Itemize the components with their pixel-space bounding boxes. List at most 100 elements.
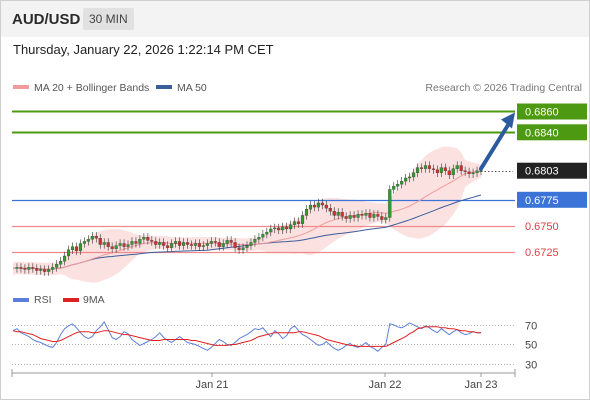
candle: [285, 226, 289, 230]
candle: [78, 243, 82, 251]
resistance-label-box-0.6860: [517, 103, 587, 120]
candle: [181, 242, 186, 246]
candle: [213, 241, 217, 243]
rsi-legend-label: RSI: [34, 294, 52, 306]
candle: [229, 240, 233, 243]
candle: [372, 214, 376, 218]
candle: [122, 243, 126, 247]
candle: [237, 247, 241, 250]
rsi-ma-legend-swatch: [63, 298, 79, 302]
candle: [59, 261, 63, 265]
candle: [142, 237, 146, 240]
candle: [439, 167, 443, 173]
candle: [193, 243, 197, 246]
candle: [257, 237, 261, 240]
candle: [360, 214, 364, 216]
rsi-ma-line: [12, 326, 481, 347]
candle: [443, 167, 447, 171]
candle: [419, 167, 424, 169]
forecast-arrow-head: [501, 112, 515, 129]
candle: [471, 172, 475, 174]
candle: [134, 241, 138, 244]
pivot-label-box-0.6775: [517, 191, 587, 208]
candle: [225, 240, 229, 244]
candle: [51, 267, 55, 270]
candle: [43, 269, 47, 272]
candle: [94, 236, 98, 239]
pivot-label-0.6775: 0.6775: [525, 195, 559, 207]
rsi-legend-swatch: [13, 298, 29, 302]
candle: [233, 242, 237, 248]
candle: [455, 165, 459, 169]
candle: [114, 245, 118, 249]
candle: [269, 228, 273, 233]
candle: [35, 268, 39, 271]
candle: [162, 242, 166, 246]
candle: [356, 214, 360, 218]
timestamp: Thursday, January 22, 2026 1:22:14 PM CE…: [13, 42, 274, 57]
candle: [412, 172, 416, 178]
candle: [158, 242, 162, 245]
timeframe-button[interactable]: 30 MIN: [83, 8, 134, 30]
rsi-ma-legend-label: 9MA: [83, 294, 105, 306]
candle: [467, 171, 471, 174]
candle: [221, 243, 225, 247]
candle: [253, 239, 257, 243]
candle: [201, 245, 205, 247]
candle: [98, 238, 102, 245]
candle: [308, 204, 313, 210]
header-bar: AUD/USD 30 MIN: [1, 1, 589, 37]
candle: [352, 215, 356, 218]
candle: [408, 176, 412, 179]
candle: [138, 239, 142, 244]
candle: [427, 165, 431, 169]
candle: [400, 180, 404, 185]
candle: [348, 215, 352, 219]
candle: [209, 241, 213, 244]
candle: [320, 202, 324, 206]
current-label-box-0.6803: [517, 162, 587, 179]
rsi-tick-50: 50: [525, 340, 537, 352]
candle: [55, 264, 59, 268]
copyright-text: Research © 2026 Trading Central: [425, 82, 582, 94]
ma50-legend-swatch: [156, 85, 172, 89]
main-plot-area: 0.6860 0.6840 0.6803 0.6775 0.6750 0.6725: [12, 103, 587, 283]
symbol-title: AUD/USD: [12, 11, 81, 28]
candle: [340, 212, 344, 217]
candle: [404, 177, 408, 182]
candle: [324, 204, 328, 209]
candle: [312, 204, 316, 208]
candle: [336, 212, 340, 216]
candle: [126, 244, 130, 247]
candle: [27, 267, 31, 270]
candle: [261, 233, 265, 238]
candle: [451, 168, 455, 176]
bollinger-bands: [13, 146, 481, 283]
resistance-label-0.6860: 0.6860: [525, 107, 559, 119]
candle: [66, 249, 71, 257]
candle: [110, 246, 114, 249]
support-label-0.6750: 0.6750: [525, 221, 559, 233]
candle: [102, 242, 106, 245]
candle: [70, 246, 75, 250]
candle: [130, 241, 134, 245]
candle: [106, 242, 110, 247]
rsi-plot-area: 70 50 30: [12, 321, 537, 372]
candle: [245, 245, 249, 248]
candle: [332, 211, 336, 216]
candle: [154, 241, 158, 245]
candle: [447, 170, 451, 176]
candle: [392, 186, 396, 190]
candle: [178, 241, 182, 246]
candle: [304, 209, 309, 216]
candle: [431, 168, 435, 170]
candle: [388, 189, 392, 218]
candle: [423, 165, 428, 169]
time-axis: Jan 21 Jan 22 Jan 23: [195, 373, 498, 391]
ma20-legend-label: MA 20 + Bollinger Bands: [34, 82, 149, 94]
candle: [289, 224, 293, 230]
candle: [435, 169, 439, 173]
candle: [86, 239, 90, 242]
candle: [273, 227, 277, 230]
